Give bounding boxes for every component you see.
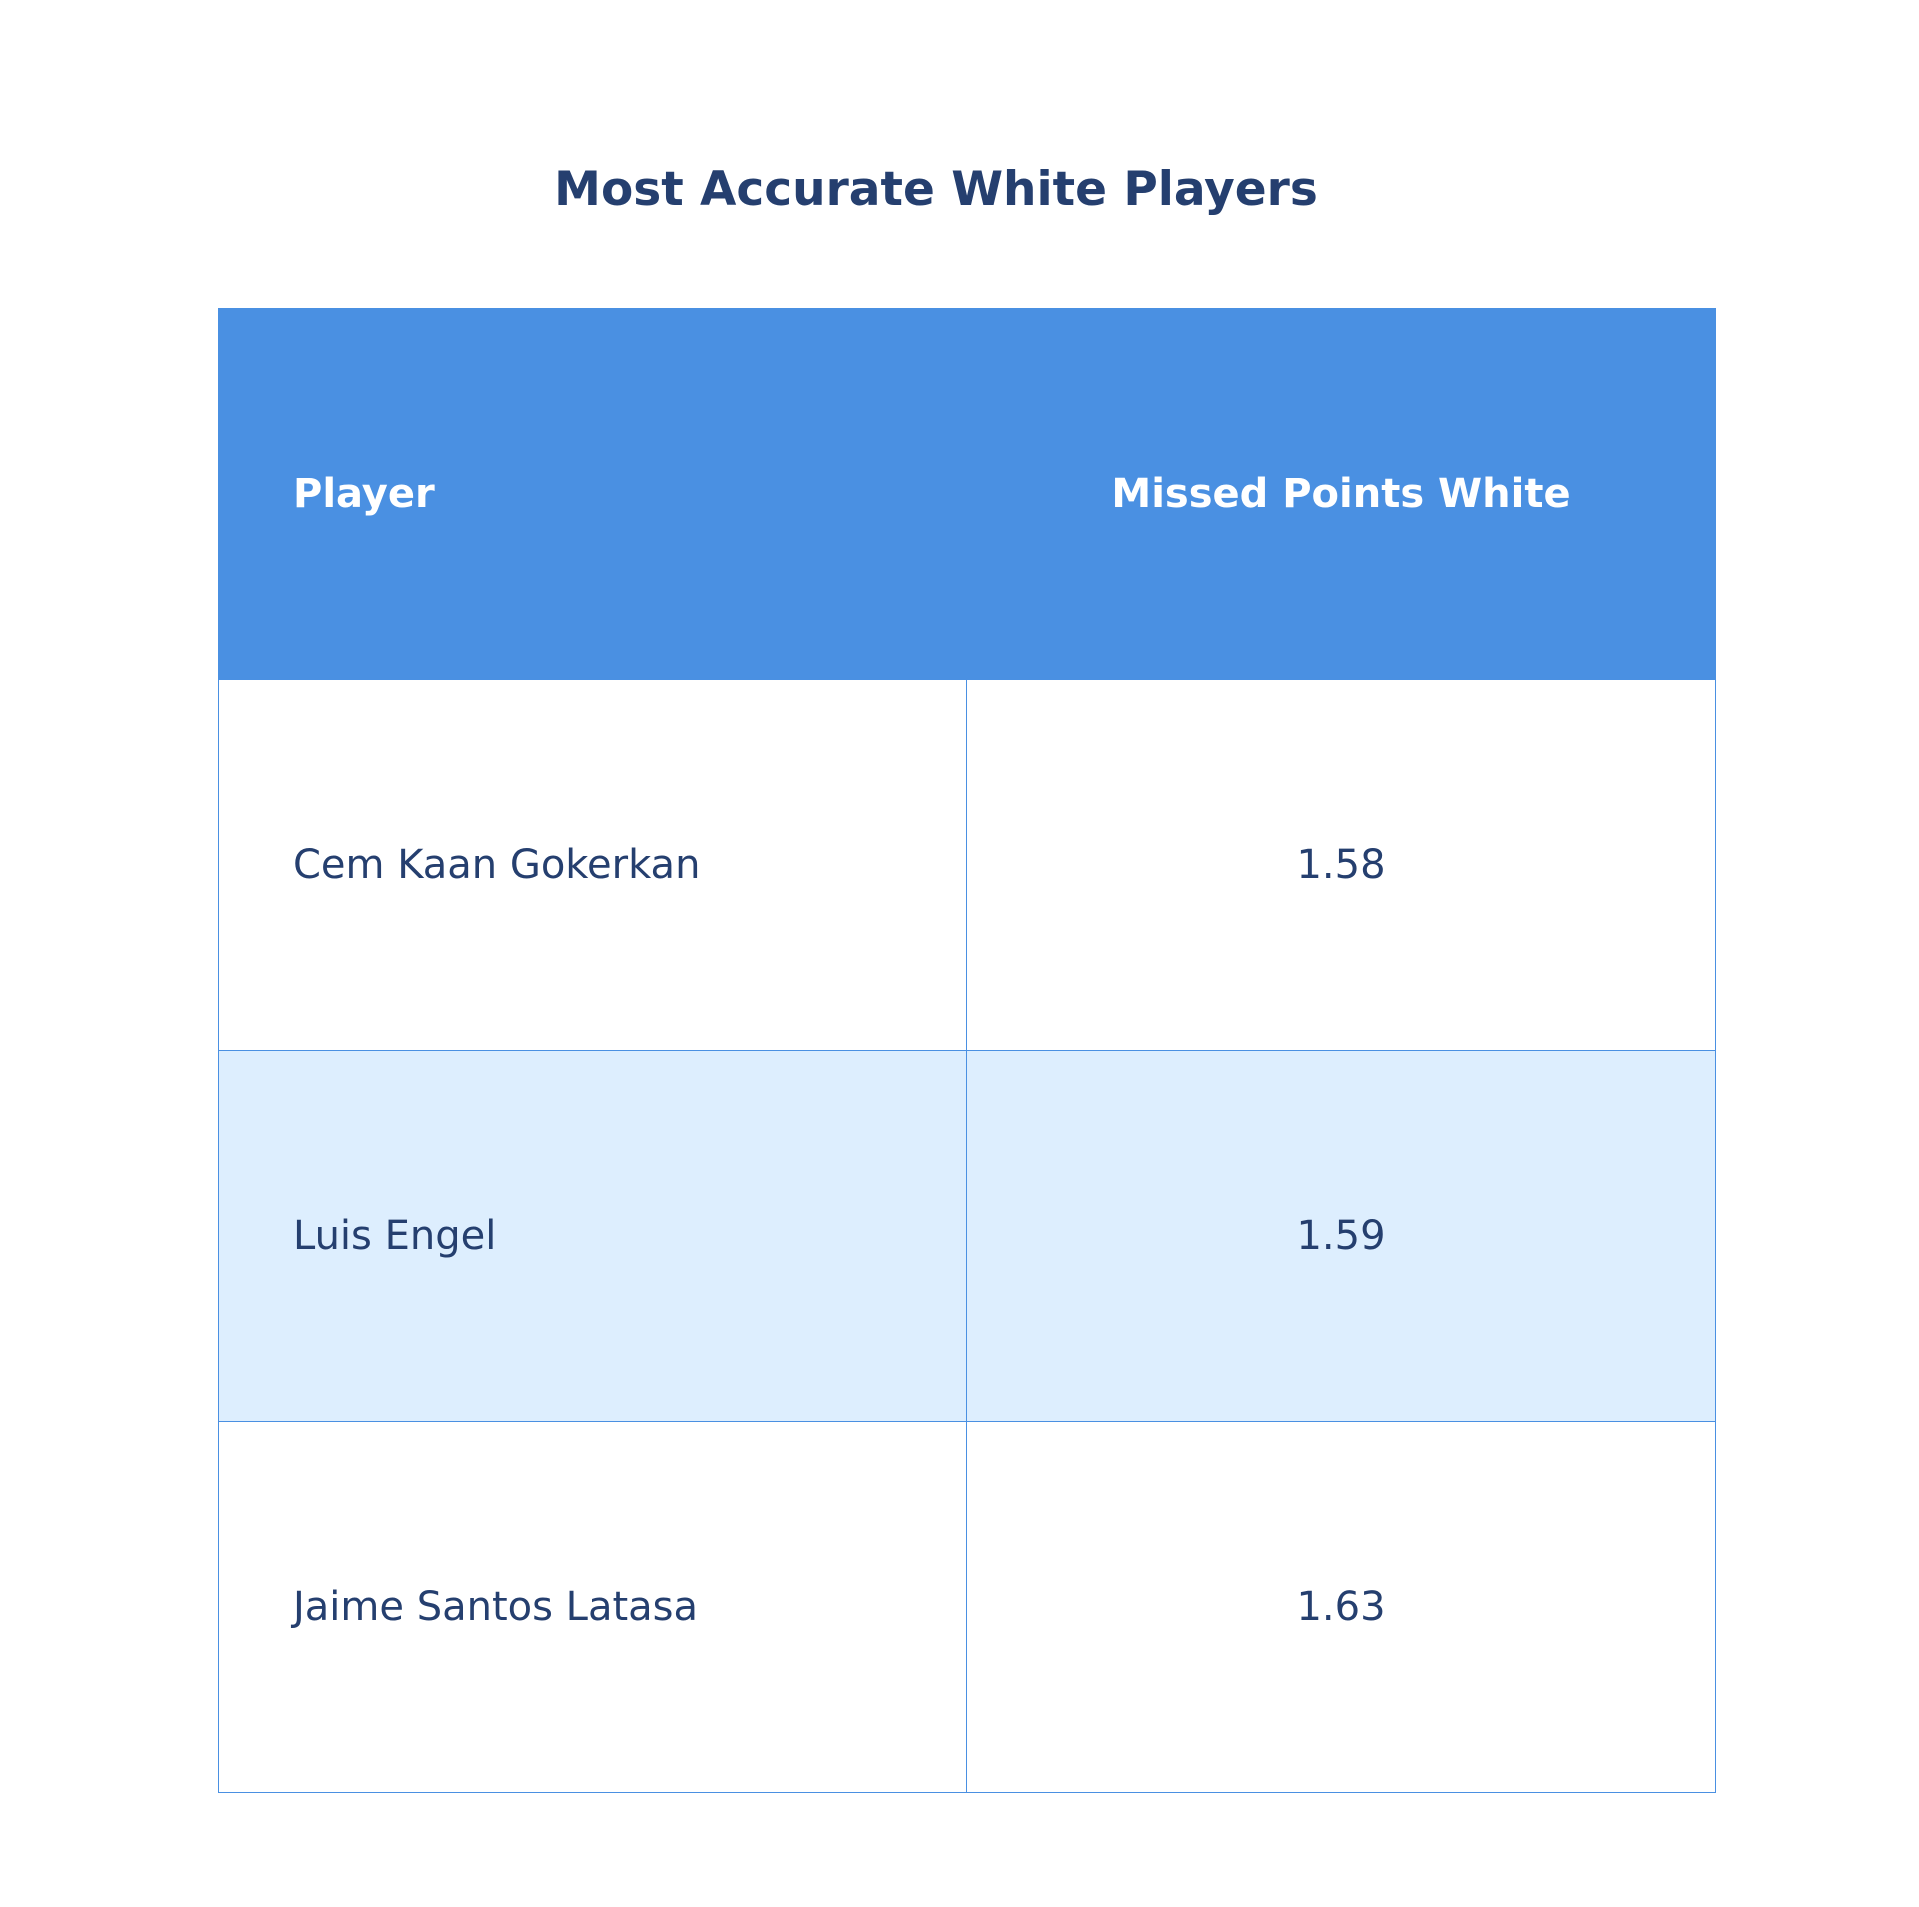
cell-value: 1.58 [966, 679, 1716, 1051]
cell-value: 1.63 [966, 1421, 1716, 1793]
cell-player: Luis Engel [218, 1050, 967, 1422]
cell-player: Jaime Santos Latasa [218, 1421, 967, 1793]
column-header-player: Player [218, 308, 967, 680]
table-row: Jaime Santos Latasa 1.63 [218, 1421, 1716, 1793]
column-header-missed-points-white: Missed Points White [966, 308, 1716, 680]
table-row: Cem Kaan Gokerkan 1.58 [218, 679, 1716, 1051]
header-row: Player Missed Points White [218, 308, 1716, 680]
cell-player: Cem Kaan Gokerkan [218, 679, 967, 1051]
cell-value: 1.59 [966, 1050, 1716, 1422]
chart-title: Most Accurate White Players [554, 162, 1318, 217]
table-row: Luis Engel 1.59 [218, 1050, 1716, 1422]
data-table: Player Missed Points White Cem Kaan Goke… [218, 308, 1716, 1793]
